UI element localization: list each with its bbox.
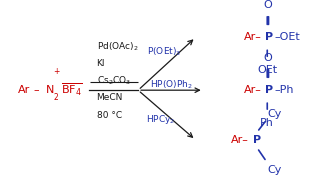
Text: P: P <box>265 85 273 95</box>
Text: +: + <box>53 67 60 76</box>
Text: KI: KI <box>97 59 105 68</box>
Text: HPCy$_2$: HPCy$_2$ <box>146 113 175 126</box>
Text: OEt: OEt <box>257 65 277 75</box>
Text: 2: 2 <box>54 93 58 103</box>
Text: Ar–: Ar– <box>231 135 249 145</box>
Text: 80 °C: 80 °C <box>97 111 122 120</box>
Text: P: P <box>265 32 273 42</box>
Text: N: N <box>46 85 54 95</box>
Text: Cs$_2$CO$_3$: Cs$_2$CO$_3$ <box>97 75 131 87</box>
Text: MeCN: MeCN <box>97 93 123 103</box>
Text: –Ph: –Ph <box>274 85 293 95</box>
Text: –OEt: –OEt <box>274 32 300 42</box>
Text: P: P <box>253 135 261 145</box>
Text: Ar–: Ar– <box>244 32 262 42</box>
Text: Ph: Ph <box>260 118 274 128</box>
Text: Ar: Ar <box>18 85 30 95</box>
Text: O: O <box>263 0 272 10</box>
Text: Cy: Cy <box>268 164 282 174</box>
Text: Cy: Cy <box>268 108 282 118</box>
Text: –: – <box>33 85 39 95</box>
Text: P(OEt)$_3$: P(OEt)$_3$ <box>146 45 181 58</box>
Text: Pd(OAc)$_2$: Pd(OAc)$_2$ <box>97 40 138 53</box>
Text: HP(O)Ph$_2$: HP(O)Ph$_2$ <box>150 79 193 91</box>
Text: Ar–: Ar– <box>244 85 262 95</box>
Text: O: O <box>263 52 272 62</box>
Text: $\mathregular{\overline{BF_4}}$: $\mathregular{\overline{BF_4}}$ <box>61 82 83 98</box>
